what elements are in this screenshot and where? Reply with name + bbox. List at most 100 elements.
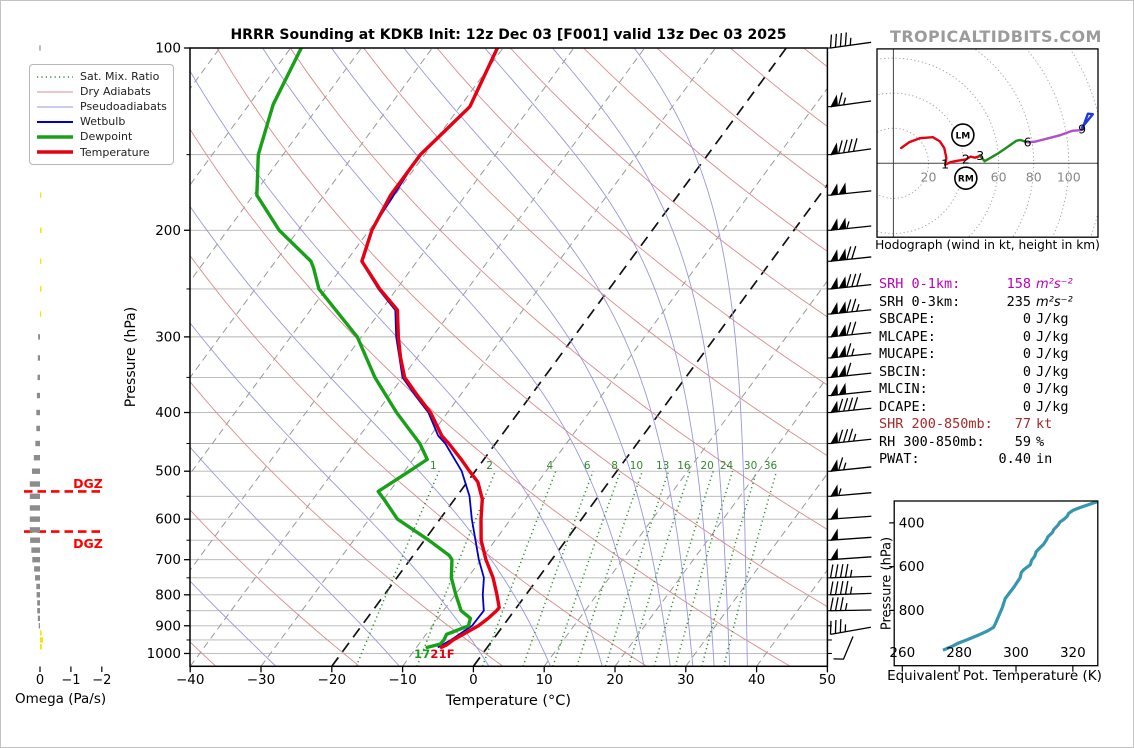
legend-label: Dry Adiabats: [80, 85, 151, 99]
index-value: 158: [1006, 276, 1031, 292]
index-value: 0: [1022, 346, 1031, 362]
thetae-xlabel: Equivalent Pot. Temperature (K): [887, 667, 1102, 684]
mixing-ratio-label: 1: [430, 460, 437, 472]
index-unit: J/kg: [1036, 328, 1069, 345]
index-label: SBCIN:: [879, 363, 928, 380]
index-label: MUCAPE:: [879, 346, 936, 362]
hodograph-caption: Hodograph (wind in kt, height in km): [875, 238, 1100, 252]
legend-swatch-moist: [36, 102, 74, 112]
mixing-ratio-label: 4: [547, 460, 554, 472]
index-label: PWAT:: [879, 451, 920, 467]
thetae-y-tick-label: 600: [899, 559, 925, 575]
mixing-ratio-label: 30: [744, 460, 757, 472]
hodograph: 20406080100LMRM12369: [876, 48, 1099, 238]
index-value: 0.40: [998, 451, 1031, 467]
legend: Sat. Mix. Ratio Dry Adiabats Pseudoadiabat…: [29, 64, 174, 165]
index-unit: m²s⁻²: [1036, 294, 1073, 310]
x-tick-label: 0: [469, 672, 478, 688]
index-value: 0: [1022, 363, 1031, 380]
thetae-y-tick-label: 400: [899, 515, 925, 531]
legend-item-temperature: Temperature: [30, 144, 173, 159]
mixing-ratio-label: 6: [584, 460, 591, 472]
x-tick-label: −20: [318, 672, 347, 688]
thetae-x-tick-label: 260: [889, 645, 915, 661]
index-label: SRH 0-1km:: [879, 276, 961, 292]
x-tick-label: 30: [677, 672, 694, 688]
index-value: 0: [1022, 311, 1031, 327]
index-unit: J/kg: [1036, 381, 1069, 397]
index-row-sbcape: SBCAPE: 0 J/kg: [879, 311, 1124, 329]
hodograph-height-label: 9: [1078, 121, 1086, 136]
omega-xlabel: Omega (Pa/s): [15, 691, 107, 707]
x-tick-label: 40: [748, 672, 765, 688]
mixing-ratio-label: 10: [630, 460, 643, 472]
index-row-srh-0-1km: SRH 0-1km: 158 m²s⁻²: [879, 276, 1124, 294]
pressure-tick-label: 900: [155, 618, 181, 634]
skewt-frame: −40 −30 −20 −10 0 10 20 30 40 50 100 200 300 400 500 60…: [147, 41, 836, 689]
index-label: SBCAPE:: [879, 311, 936, 327]
thetae-y-tick-label: 800: [899, 603, 925, 619]
dry-adiabats: [190, 48, 828, 667]
hodograph-height-label: 2: [962, 151, 970, 166]
legend-label: Temperature: [80, 145, 150, 159]
mixing-ratio-label: 16: [677, 460, 691, 472]
index-label: DCAPE:: [879, 398, 928, 415]
thetae-ylabel: Pressure (hPa): [879, 536, 895, 631]
index-unit: in: [1036, 451, 1053, 467]
hodograph-height-label: 3: [976, 148, 984, 163]
pressure-gridlines: [190, 48, 828, 654]
index-unit: kt: [1036, 416, 1053, 432]
pressure-tick-label: 800: [155, 587, 181, 603]
omega-tick-label: −2: [92, 673, 111, 688]
index-unit: J/kg: [1036, 311, 1069, 327]
legend-label: Pseudoadiabats: [80, 100, 167, 114]
temperature-curve: [360, 48, 501, 650]
index-value: 235: [1006, 293, 1031, 310]
legend-swatch-mixing: [36, 72, 74, 82]
surface-temp-f: 21F: [430, 647, 455, 661]
pressure-tick-label: 700: [155, 552, 181, 568]
legend-swatch-dry: [36, 87, 74, 97]
hodograph-ring-label: 60: [991, 169, 1007, 184]
sounding-profiles: [255, 48, 501, 650]
thetae-x-tick-label: 320: [1060, 645, 1086, 661]
x-tick-label: −40: [176, 672, 205, 688]
hodograph-height-label: 6: [1024, 134, 1032, 149]
x-tick-label: −30: [247, 672, 276, 688]
hodograph-marker-label-rm: RM: [958, 175, 974, 185]
index-unit: J/kg: [1036, 398, 1069, 415]
index-unit: %: [1036, 433, 1045, 450]
index-label: MLCIN:: [879, 381, 928, 397]
mixing-ratio-label: 13: [656, 460, 669, 472]
legend-swatch-wetbulb: [36, 117, 74, 127]
legend-item-dewpoint: Dewpoint: [30, 129, 173, 144]
index-value: 0: [1022, 398, 1031, 415]
index-row-srh-0-3km: SRH 0-3km: 235 m²s⁻²: [879, 294, 1124, 312]
index-value: 0: [1022, 381, 1031, 397]
index-label: SHR 200-850mb:: [879, 416, 993, 432]
hodograph-ring-label: 20: [921, 169, 937, 184]
skewt-background: [190, 48, 828, 667]
pressure-tick-label: 100: [155, 41, 181, 57]
mixing-ratio-label: 2: [486, 460, 493, 472]
thetae-panel: 260 280 300 320 400 600 800: [889, 500, 1099, 672]
index-row-shr-200-850mb: SHR 200-850mb: 77 kt: [879, 416, 1124, 434]
legend-item-mixing: Sat. Mix. Ratio: [30, 69, 173, 84]
pressure-tick-label: 300: [155, 329, 181, 345]
pressure-tick-label: 200: [155, 223, 181, 239]
dgz-label-lower: DGZ: [73, 536, 103, 551]
mixing-ratio-label: 24: [720, 460, 734, 472]
legend-label: Sat. Mix. Ratio: [80, 70, 160, 84]
pseudoadiabats: [190, 48, 748, 667]
mixing-ratio-label: 8: [611, 460, 618, 472]
index-row-dcape: DCAPE: 0 J/kg: [879, 399, 1124, 417]
legend-item-dry: Dry Adiabats: [30, 84, 173, 99]
index-value: 0: [1022, 328, 1031, 345]
hodograph-marker-label-lm: LM: [956, 131, 971, 141]
hodograph-ring-label: 100: [1057, 169, 1081, 184]
index-row-rh-300-850mb: RH 300-850mb: 59%: [879, 434, 1124, 452]
legend-item-moist: Pseudoadiabats: [30, 99, 173, 114]
legend-swatch-dewpoint: [36, 132, 74, 142]
